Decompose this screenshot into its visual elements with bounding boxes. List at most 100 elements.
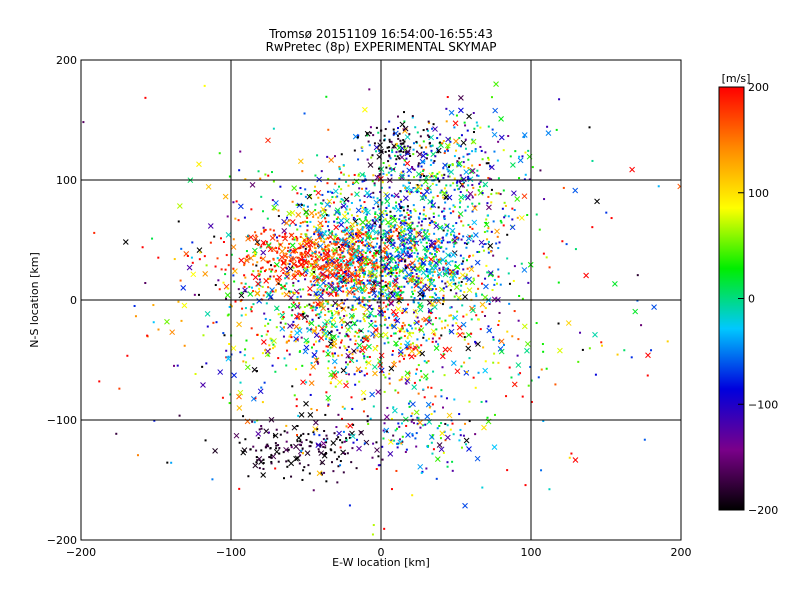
data-point-dot	[315, 357, 318, 360]
data-point-x-marker	[359, 171, 366, 178]
data-point-dot	[354, 383, 357, 386]
data-point-dot	[399, 214, 402, 217]
data-point-dot	[466, 267, 469, 270]
data-point-dot	[342, 199, 345, 202]
data-point-dot	[362, 352, 365, 355]
data-point-dot	[458, 413, 461, 416]
data-point-x-marker	[363, 336, 369, 343]
data-point-dot	[441, 210, 444, 213]
data-point-dot	[268, 268, 271, 271]
data-point-x-marker	[269, 287, 275, 293]
data-point-dot	[247, 475, 250, 478]
data-point-dot	[458, 206, 461, 209]
data-point-dot	[293, 273, 296, 276]
data-point-dot	[380, 220, 383, 223]
data-point-x-marker	[267, 294, 274, 300]
data-point-dot	[269, 275, 272, 278]
data-point-dot	[345, 291, 348, 294]
data-point-dot	[330, 310, 333, 313]
data-point-dot	[481, 486, 484, 489]
data-point-x-marker	[422, 373, 429, 379]
data-point-dot	[388, 268, 391, 271]
data-point-dot	[373, 280, 376, 283]
data-point-dot	[325, 451, 328, 454]
data-point-x-marker	[355, 285, 362, 292]
data-point-dot	[360, 339, 363, 342]
data-point-dot	[407, 217, 410, 220]
data-point-dot	[275, 444, 278, 447]
data-point-dot	[386, 406, 389, 409]
data-point-dot	[250, 273, 253, 276]
data-point-dot	[401, 376, 404, 379]
data-point-dot	[378, 249, 381, 252]
data-point-dot	[436, 147, 439, 150]
data-point-dot	[454, 282, 457, 285]
data-point-dot	[355, 224, 358, 227]
data-point-dot	[400, 343, 403, 346]
data-point-x-marker	[169, 329, 176, 336]
data-point-dot	[361, 296, 364, 299]
data-point-dot	[413, 296, 416, 299]
data-point-dot	[403, 330, 406, 333]
data-point-dot	[226, 287, 229, 290]
data-point-dot	[447, 225, 450, 228]
data-point-x-marker	[572, 457, 579, 463]
data-point-x-marker	[386, 237, 393, 244]
data-point-dot	[390, 291, 393, 294]
data-point-dot	[282, 315, 285, 318]
data-point-dot	[356, 260, 359, 263]
data-point-dot	[360, 280, 363, 283]
data-point-dot	[241, 307, 244, 310]
data-point-dot	[441, 327, 444, 330]
data-point-dot	[312, 301, 315, 304]
data-point-dot	[293, 238, 296, 241]
data-point-dot	[393, 288, 396, 291]
data-point-dot	[506, 233, 509, 236]
data-point-dot	[157, 328, 160, 331]
data-point-dot	[255, 264, 258, 267]
data-point-dot	[367, 300, 370, 303]
data-point-x-marker	[247, 291, 254, 297]
data-point-dot	[381, 275, 384, 278]
data-point-x-marker	[252, 274, 259, 281]
data-point-dot	[466, 129, 469, 132]
data-point-dot	[498, 339, 501, 342]
data-point-dot	[438, 268, 441, 271]
data-point-dot	[468, 420, 471, 423]
data-point-dot	[288, 250, 291, 253]
data-point-x-marker	[424, 413, 431, 420]
data-point-dot	[453, 155, 456, 158]
data-point-dot	[452, 317, 455, 320]
data-point-dot	[482, 346, 485, 349]
data-point-x-marker	[519, 215, 525, 221]
data-point-x-marker	[304, 450, 311, 457]
data-point-dot	[469, 226, 472, 229]
data-point-dot	[490, 230, 493, 233]
data-point-dot	[395, 442, 398, 445]
data-point-dot	[394, 267, 397, 270]
data-point-dot	[418, 257, 421, 260]
data-point-dot	[456, 272, 459, 275]
data-point-dot	[349, 360, 352, 363]
data-point-dot	[383, 342, 386, 345]
data-point-dot	[387, 204, 390, 207]
data-point-dot	[397, 302, 400, 305]
data-point-dot	[323, 471, 326, 474]
data-point-dot	[361, 336, 364, 339]
data-point-dot	[508, 302, 511, 305]
data-point-dot	[267, 354, 270, 357]
data-point-dot	[327, 307, 330, 310]
data-point-dot	[331, 196, 334, 199]
data-point-dot	[382, 172, 385, 175]
data-point-dot	[394, 255, 397, 258]
data-point-dot	[345, 437, 348, 440]
data-point-dot	[361, 291, 364, 294]
data-point-dot	[486, 416, 489, 419]
data-point-dot	[296, 237, 299, 240]
data-point-dot	[405, 151, 408, 154]
data-point-dot	[396, 115, 399, 118]
data-point-x-marker	[238, 203, 244, 210]
data-point-dot	[214, 265, 217, 268]
data-point-dot	[339, 286, 342, 289]
data-point-dot	[292, 291, 295, 294]
